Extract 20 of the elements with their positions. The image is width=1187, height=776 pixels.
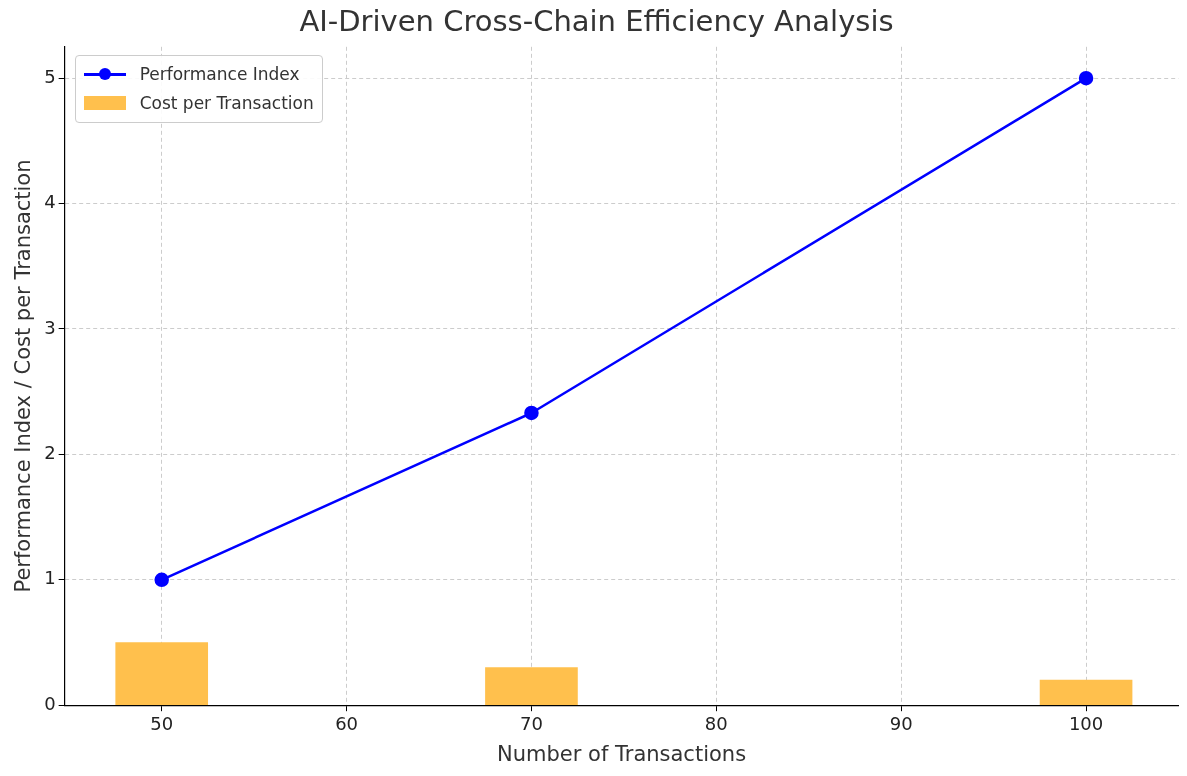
chart-title: AI-Driven Cross-Chain Efficiency Analysis [299,3,894,38]
point [524,405,539,421]
x-axis-title: Number of Transactions [497,741,747,766]
point [154,572,169,588]
y-tick-label: 5 [44,65,56,87]
x-tick-label: 80 [704,712,728,734]
legend-label: Cost per Transaction [139,93,314,114]
x-tick-label: 70 [520,712,543,734]
x-tick-label: 90 [889,712,913,734]
y-tick-label: 4 [44,191,56,213]
x-tick-label: 50 [150,712,174,734]
legend-label: Performance Index [139,64,300,85]
y-axis-title: Performance Index / Cost per Transaction [11,159,36,593]
y-tick-label: 0 [44,692,56,714]
x-tick-label: 100 [1068,712,1104,734]
y-tick-label: 2 [44,442,56,464]
y-tick-label: 3 [44,316,56,338]
y-tick-label: 1 [44,567,56,589]
point [1078,70,1094,86]
x-tick-label: 60 [335,712,359,734]
